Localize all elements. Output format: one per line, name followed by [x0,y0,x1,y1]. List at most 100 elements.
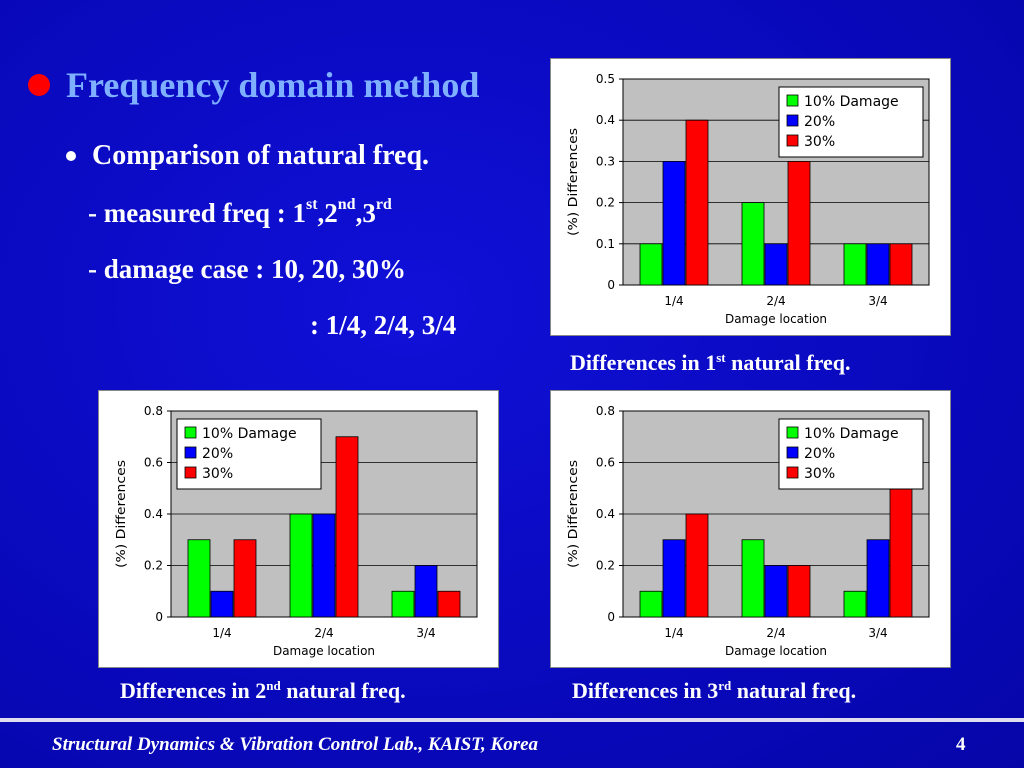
x-axis-label: Damage location [273,644,375,658]
caption-chart-1: Differences in 1st natural freq. [570,350,851,376]
bar [335,436,359,618]
bar [866,243,890,286]
bar [233,539,257,618]
x-tick-label: 3/4 [416,626,435,640]
sup-st: st [305,196,318,213]
legend-label: 20% [804,114,835,130]
bar [639,243,663,286]
legend-swatch [184,446,197,459]
legend-swatch [786,426,799,439]
y-axis-label: (%) Differences [566,128,580,236]
legend-label: 10% Damage [804,426,899,442]
chart-2-panel: 0 0.2 0.4 0.6 0.8 1/4 2/4 3/4 Damage location (%)… [98,390,499,668]
y-tick-label: 0.6 [144,456,163,470]
y-tick-label: 0.3 [596,154,615,168]
bar [741,539,765,618]
y-tick-label: 0 [607,610,615,624]
x-tick-label: 2/4 [766,626,785,640]
legend-label: 20% [202,446,233,462]
chart-3-svg: 0 0.2 0.4 0.6 0.8 1/4 2/4 3/4 Damage location (%)… [566,404,930,658]
red-bullet-icon [28,74,50,96]
caption-chart-3: Differences in 3rd natural freq. [572,678,856,704]
bar [437,590,461,618]
bar [210,590,234,618]
y-tick-label: 0.2 [144,559,163,573]
caption-chart-2: Differences in 2nd natural freq. [120,678,406,704]
bar [787,565,811,618]
x-tick-label: 1/4 [664,294,683,308]
legend-label: 10% Damage [804,94,899,110]
x-tick-label: 1/4 [664,626,683,640]
bar [685,119,709,286]
bar [662,539,686,618]
chart-1-panel: 0 0.1 0.2 0.3 0.4 0.5 1/4 2/4 3/4 Damage location… [550,58,951,336]
legend-swatch [786,446,799,459]
bar [639,590,663,618]
x-tick-label: 3/4 [868,294,887,308]
legend-label: 30% [804,134,835,150]
y-axis-label: (%) Differences [114,460,128,568]
x-tick-label: 1/4 [212,626,231,640]
y-tick-label: 0.8 [596,404,615,418]
y-tick-label: 0 [155,610,163,624]
x-tick-label: 3/4 [868,626,887,640]
y-tick-label: 0.2 [596,196,615,210]
bar [787,161,811,286]
x-axis-label: Damage location [725,644,827,658]
bar [414,565,438,618]
legend-box [176,418,322,490]
measured-mid2: ,3 [355,198,376,228]
subtitle: Comparison of natural freq. [92,140,430,171]
legend-swatch [184,466,197,479]
measured-freq-line: - measured freq : 1st,2nd,3rd [88,196,392,229]
y-tick-label: 0.4 [144,507,163,521]
caption-2-pre: Differences in 2 [120,678,267,703]
y-tick-label: 0.2 [596,559,615,573]
caption-2-post: natural freq. [280,678,406,703]
y-tick-label: 0.4 [596,507,615,521]
damage-case-line: - damage case : 10, 20, 30% [88,254,406,284]
sup-rd: rd [375,196,392,213]
bar [685,513,709,618]
page-number: 4 [956,734,966,755]
legend-swatch [786,466,799,479]
white-bullet-icon [66,151,76,161]
bar [662,161,686,286]
y-tick-label: 0.6 [596,456,615,470]
caption-3-post: natural freq. [731,678,857,703]
y-tick-label: 0 [607,278,615,292]
x-axis-label: Damage location [725,312,827,326]
legend-box [778,86,924,158]
bar [764,243,788,286]
bar [391,590,415,618]
legend-box [778,418,924,490]
locations-line: : 1/4, 2/4, 3/4 [310,310,457,340]
footer-text: Structural Dynamics & Vibration Control … [52,734,539,755]
main-bullet: Frequency domain method [28,64,479,106]
slide-title: Frequency domain method [66,65,480,105]
x-tick-label: 2/4 [766,294,785,308]
legend-swatch [184,426,197,439]
legend-label: 20% [804,446,835,462]
bar [889,243,913,286]
sub-bullet: Comparison of natural freq. [66,140,429,172]
measured-mid1: ,2 [317,198,338,228]
y-tick-label: 0.8 [144,404,163,418]
legend-swatch [786,94,799,107]
y-tick-label: 0.4 [596,113,615,127]
y-tick-label: 0.5 [596,72,615,86]
bar [764,565,788,618]
caption-1-sup: st [716,350,726,365]
legend-swatch [786,134,799,147]
y-axis-label: (%) Differences [566,460,580,568]
caption-3-pre: Differences in 3 [572,678,719,703]
bar [866,539,890,618]
caption-1-post: natural freq. [725,350,851,375]
caption-1-pre: Differences in 1 [570,350,717,375]
chart-3-panel: 0 0.2 0.4 0.6 0.8 1/4 2/4 3/4 Damage location (%)… [550,390,951,668]
measured-prefix: - measured freq : 1 [88,198,306,228]
x-tick-label: 2/4 [314,626,333,640]
y-tick-label: 0.1 [596,237,615,251]
bar [187,539,211,618]
bar [843,243,867,286]
